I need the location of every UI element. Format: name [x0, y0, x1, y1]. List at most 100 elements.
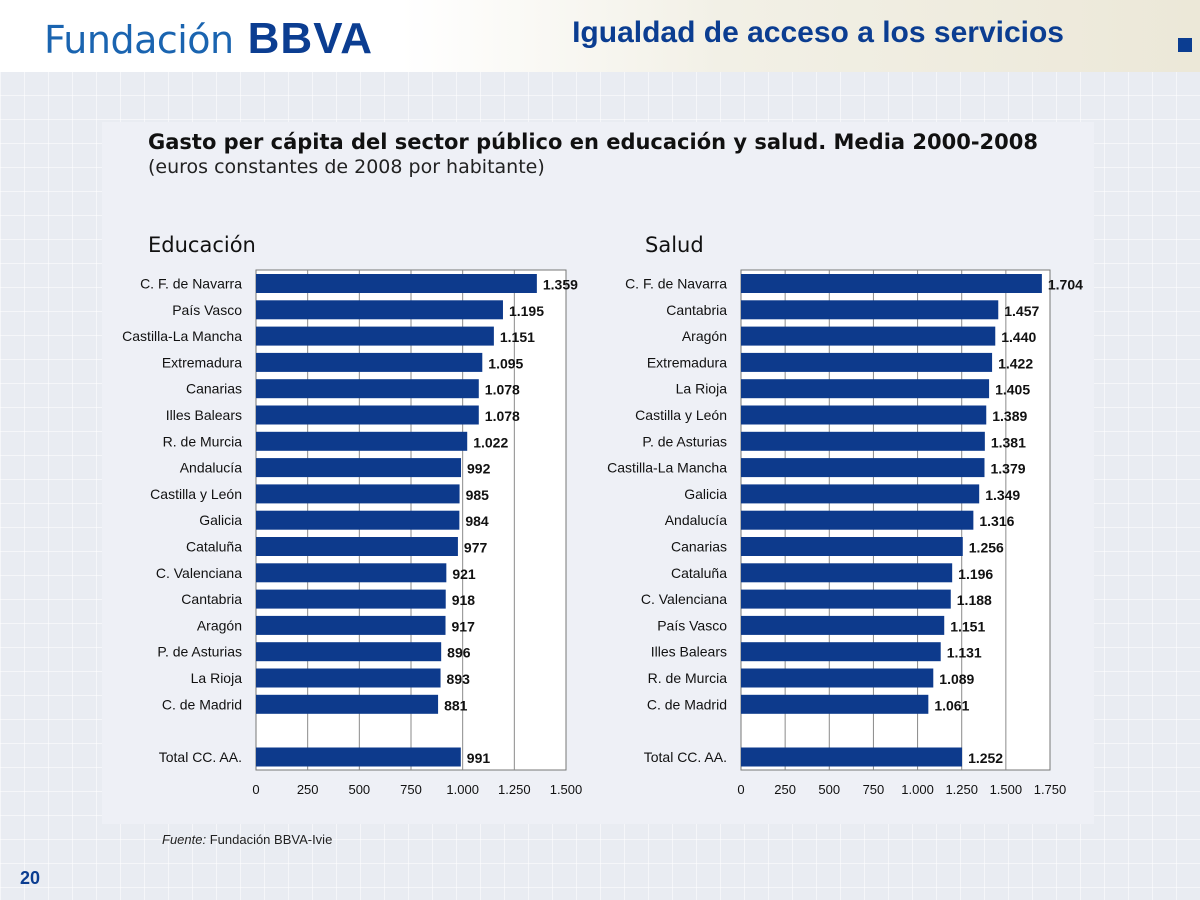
salud-tick-label: 1.250	[945, 782, 978, 797]
page-number: 20	[20, 868, 41, 888]
salud-value-label: 1.316	[979, 513, 1014, 529]
educacion-category-label: Extremadura	[162, 354, 242, 370]
educacion-category-label: Illes Balears	[166, 407, 242, 423]
educacion-category-label: Cantabria	[181, 591, 242, 607]
educacion-category-label: Castilla y León	[150, 486, 242, 502]
educacion-bar	[256, 615, 446, 635]
salud-bar	[741, 431, 985, 451]
salud-bar	[741, 589, 951, 609]
educacion-category-label: Cataluña	[186, 539, 242, 555]
salud-bar	[741, 379, 990, 399]
educacion-value-label: 1.078	[485, 408, 520, 424]
salud-category-label: C. Valenciana	[641, 591, 727, 607]
chart-subtitle: (euros constantes de 2008 por habitante)	[148, 156, 545, 178]
salud-category-label: Illes Balears	[651, 644, 727, 660]
source-label: Fuente:	[162, 832, 207, 847]
salud-bar	[741, 615, 945, 635]
educacion-bar	[256, 352, 483, 372]
square-icon	[1178, 38, 1192, 52]
educacion-bar	[256, 484, 460, 504]
salud-value-label: 1.457	[1004, 303, 1039, 319]
salud-tick-label: 1.750	[1034, 782, 1067, 797]
salud-tick-label: 1.500	[990, 782, 1023, 797]
educacion-value-label: 1.095	[488, 355, 523, 371]
salud-value-label: 1.704	[1048, 277, 1083, 293]
educacion-category-label: Castilla-La Mancha	[122, 328, 242, 344]
educacion-value-label: 1.195	[509, 303, 544, 319]
educacion-bar	[256, 510, 460, 530]
educacion-value-label: 1.022	[473, 434, 508, 450]
educacion-category-label: País Vasco	[172, 302, 242, 318]
educacion-value-label: 1.359	[543, 277, 578, 293]
salud-value-label: 1.379	[990, 461, 1025, 477]
salud-value-label: 1.252	[968, 750, 1003, 766]
educacion-bar	[256, 300, 503, 320]
source-note: Fuente: Fundación BBVA-Ivie	[162, 832, 332, 847]
salud-bar	[741, 747, 963, 767]
salud-category-label: Canarias	[671, 539, 727, 555]
salud-bar	[741, 668, 934, 688]
educacion-value-label: 992	[467, 461, 491, 477]
salud-bar	[741, 642, 941, 662]
salud-value-label: 1.089	[939, 671, 974, 687]
educacion-category-label: R. de Murcia	[163, 433, 243, 449]
salud-value-label: 1.422	[998, 355, 1033, 371]
salud-bar	[741, 510, 974, 530]
educacion-tick-label: 500	[348, 782, 370, 797]
salud-value-label: 1.440	[1001, 329, 1036, 345]
salud-tick-label: 500	[818, 782, 840, 797]
educacion-bar	[256, 563, 447, 583]
educacion-bar	[256, 747, 461, 767]
salud-category-label: Galicia	[684, 486, 727, 502]
educacion-category-label: Andalucía	[180, 460, 242, 476]
educacion-value-label: 917	[452, 618, 476, 634]
educacion-tick-label: 0	[252, 782, 259, 797]
salud-category-label: R. de Murcia	[648, 670, 728, 686]
educacion-bar	[256, 537, 458, 556]
educacion-tick-label: 1.500	[550, 782, 583, 797]
salud-bar	[741, 326, 996, 346]
salud-category-label: Aragón	[682, 328, 727, 344]
salud-value-label: 1.151	[950, 618, 985, 634]
educacion-value-label: 896	[447, 645, 471, 661]
educacion-category-label: C. de Madrid	[162, 696, 242, 712]
educacion-bar	[256, 379, 479, 399]
title-band	[402, 0, 1200, 72]
salud-value-label: 1.131	[947, 645, 982, 661]
educacion-category-label: Galicia	[199, 512, 242, 528]
salud-value-label: 1.381	[991, 434, 1026, 450]
salud-category-label: País Vasco	[657, 617, 727, 633]
source-text: Fundación BBVA-Ivie	[206, 832, 333, 847]
salud-value-label: 1.405	[995, 382, 1030, 398]
educacion-value-label: 1.151	[500, 329, 535, 345]
educacion-bar	[256, 431, 468, 451]
salud-value-label: 1.196	[958, 566, 993, 582]
educacion-tick-label: 750	[400, 782, 422, 797]
salud-bar	[741, 300, 999, 320]
salud-tick-label: 250	[774, 782, 796, 797]
salud-value-label: 1.188	[957, 592, 992, 608]
educacion-value-label: 881	[444, 697, 468, 713]
salud-category-label: Cantabria	[666, 302, 727, 318]
educacion-bar	[256, 589, 446, 609]
educacion-category-label: Total CC. AA.	[159, 749, 242, 765]
salud-bar	[741, 484, 980, 504]
salud-bar	[741, 537, 963, 556]
educacion-bar	[256, 405, 479, 425]
educacion-panel-title: Educación	[148, 233, 256, 257]
salud-category-label: C. F. de Navarra	[625, 276, 727, 292]
header: Fundación BBVA Igualdad de acceso a los …	[0, 0, 1200, 72]
salud-panel-title: Salud	[645, 233, 704, 257]
educacion-value-label: 985	[466, 487, 490, 503]
logo-text: Fundación	[44, 18, 234, 62]
educacion-value-label: 984	[465, 513, 489, 529]
salud-bar	[741, 352, 993, 372]
salud-category-label: Extremadura	[647, 354, 727, 370]
educacion-bar	[256, 458, 462, 478]
salud-tick-label: 750	[863, 782, 885, 797]
educacion-bar	[256, 694, 439, 714]
educacion-category-label: C. F. de Navarra	[140, 276, 242, 292]
educacion-value-label: 977	[464, 540, 488, 556]
educacion-bar	[256, 326, 494, 346]
